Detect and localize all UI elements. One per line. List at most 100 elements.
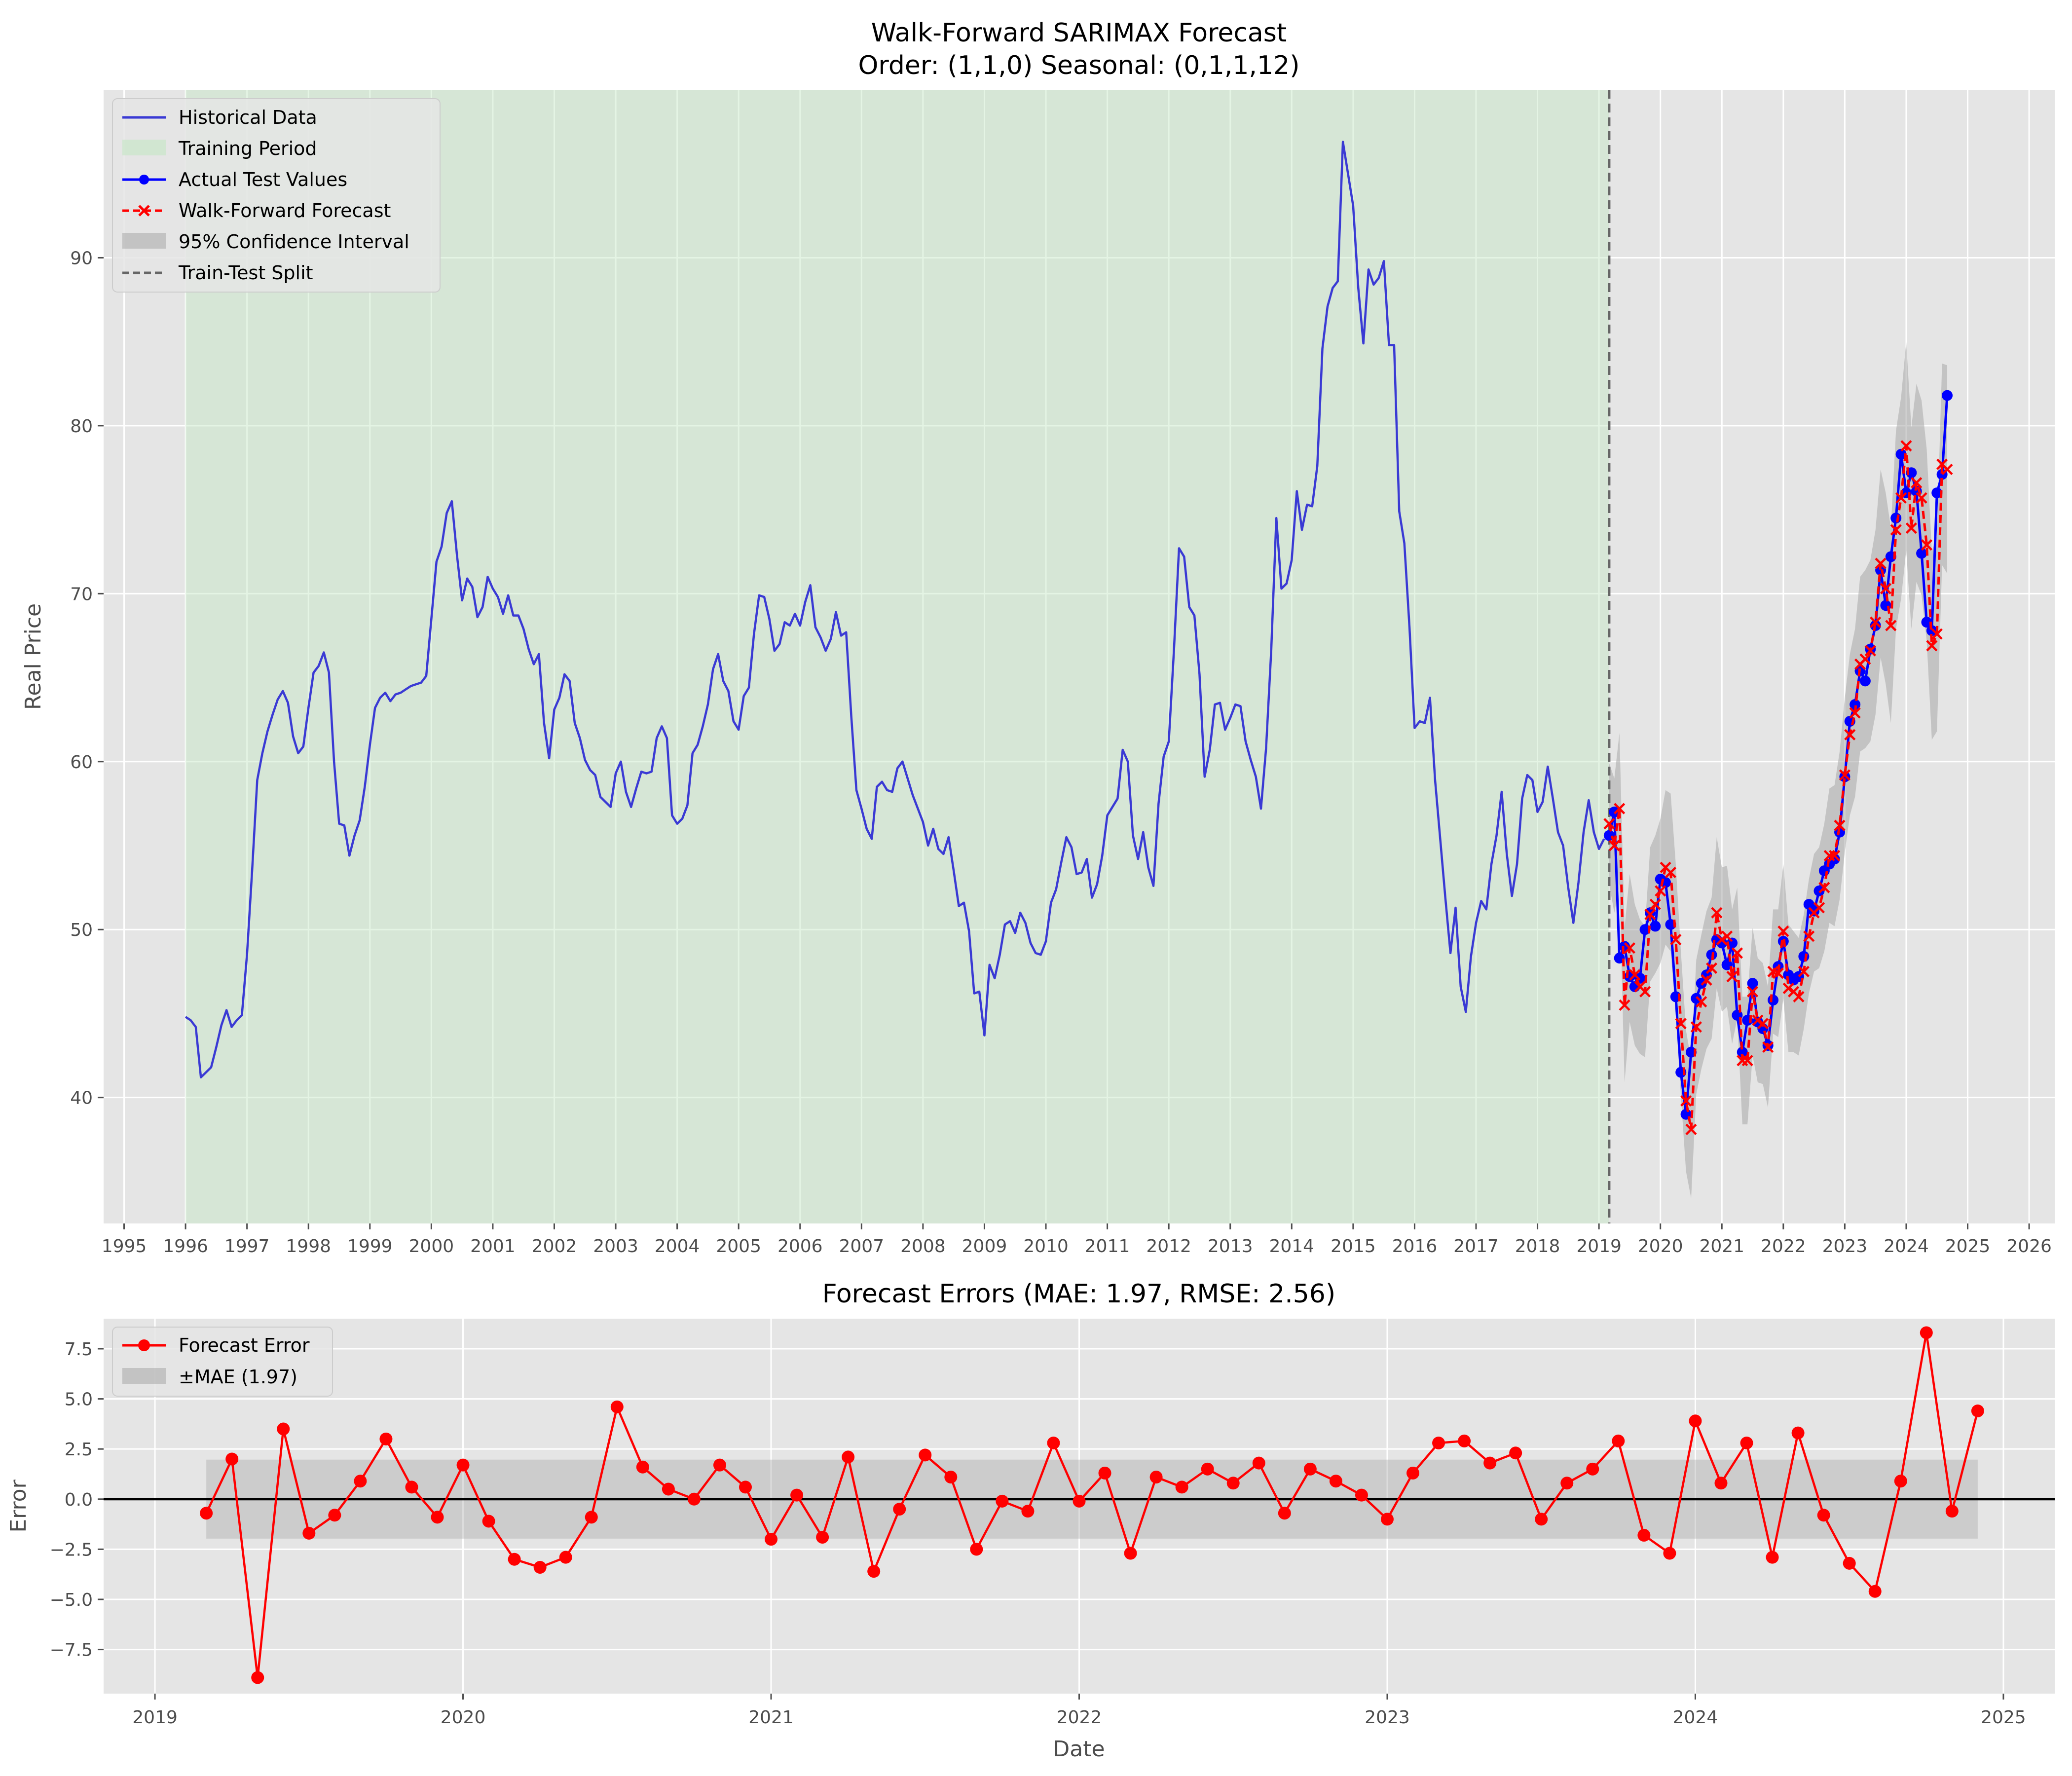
error-point — [1458, 1434, 1471, 1447]
error-x-tick-labels: 2019 2020 2021 2022 2023 2024 2025 — [132, 1694, 2026, 1728]
error-point — [662, 1482, 675, 1496]
actual-point — [1706, 949, 1717, 961]
error-point — [1329, 1475, 1342, 1488]
actual-point — [1921, 617, 1932, 628]
y-tick-label: 7.5 — [65, 1339, 93, 1360]
error-point — [328, 1509, 341, 1522]
forecast-point — [1875, 557, 1887, 569]
forecast-point — [1701, 974, 1712, 986]
x-tick-label-2010: 2010 — [1023, 1236, 1069, 1257]
error-point — [1432, 1436, 1445, 1449]
x-tick-label-2023: 2023 — [1822, 1236, 1868, 1257]
error-point — [687, 1492, 701, 1506]
x-tick-label-2019: 2019 — [132, 1707, 178, 1728]
error-point — [405, 1480, 418, 1494]
forecast-point — [1798, 965, 1810, 977]
forecast-point — [1890, 524, 1902, 536]
error-point — [842, 1450, 855, 1464]
actual-point — [1890, 513, 1902, 524]
x-tick-label-2020: 2020 — [441, 1707, 486, 1728]
x-tick-label-2025: 2025 — [1945, 1236, 1991, 1257]
forecast-point — [1777, 925, 1789, 937]
error-point — [354, 1475, 367, 1488]
error-point — [1124, 1547, 1137, 1560]
error-x-axis-label: Date — [1053, 1737, 1105, 1762]
forecast-point — [1793, 991, 1805, 1002]
forecast-point — [1864, 645, 1876, 657]
error-point — [1791, 1426, 1805, 1440]
forecast-y-axis-label: Real Price — [21, 603, 46, 710]
error-point — [1920, 1326, 1933, 1339]
error-point — [1278, 1507, 1291, 1520]
forecast-point — [1731, 947, 1743, 959]
legend-actual-marker — [139, 175, 149, 185]
x-tick-label-2024: 2024 — [1673, 1707, 1718, 1728]
forecast-point — [1711, 907, 1723, 919]
x-tick-label-2008: 2008 — [900, 1236, 946, 1257]
actual-point — [1691, 993, 1702, 1004]
actual-point — [1839, 771, 1850, 782]
error-point — [225, 1452, 239, 1466]
legend-split-label: Train-Test Split — [178, 262, 313, 284]
error-point — [1740, 1436, 1753, 1449]
forecast-point — [1757, 1018, 1769, 1030]
forecast-point — [1931, 628, 1943, 640]
error-point — [1689, 1414, 1702, 1428]
x-tick-label-2001: 2001 — [470, 1236, 516, 1257]
forecast-point — [1680, 1095, 1692, 1107]
error-point — [1612, 1434, 1625, 1447]
error-point — [1509, 1446, 1522, 1460]
legend-forecast-label: Walk-Forward Forecast — [179, 200, 391, 222]
x-tick-label-2005: 2005 — [716, 1236, 761, 1257]
forecast-series — [1603, 440, 1953, 1135]
x-tick-label-2024: 2024 — [1884, 1236, 1929, 1257]
error-point — [1201, 1462, 1214, 1476]
error-point — [893, 1503, 906, 1516]
forecast-point — [1895, 492, 1907, 504]
x-tick-label-2009: 2009 — [962, 1236, 1007, 1257]
legend-mae-label: ±MAE (1.97) — [179, 1366, 297, 1388]
actual-point — [1737, 1046, 1748, 1058]
error-point — [970, 1543, 983, 1556]
forecast-point — [1926, 640, 1938, 652]
error-point — [1073, 1494, 1086, 1508]
error-point — [1663, 1547, 1676, 1560]
error-point — [1021, 1505, 1035, 1518]
error-point — [1535, 1513, 1548, 1526]
x-tick-label-2021: 2021 — [1699, 1236, 1744, 1257]
x-tick-label-2011: 2011 — [1085, 1236, 1130, 1257]
error-point — [1843, 1556, 1856, 1570]
legend-ci-label: 95% Confidence Interval — [179, 231, 409, 253]
error-series — [200, 1326, 1984, 1684]
forecast-point — [1665, 866, 1677, 879]
x-tick-label-2020: 2020 — [1638, 1236, 1683, 1257]
x-tick-label-2002: 2002 — [532, 1236, 577, 1257]
x-tick-label-2013: 2013 — [1208, 1236, 1253, 1257]
error-point — [636, 1460, 649, 1474]
x-tick-label-1996: 1996 — [163, 1236, 208, 1257]
historical-series — [185, 141, 1605, 1079]
forecast-point — [1916, 492, 1927, 504]
forecast-point — [1721, 930, 1733, 942]
error-legend-box — [112, 1327, 333, 1397]
forecast-point — [1619, 999, 1630, 1011]
actual-point — [1813, 885, 1825, 896]
historical-line — [185, 141, 1605, 1079]
actual-point — [1716, 937, 1728, 949]
forecast-point — [1603, 818, 1615, 830]
actual-point — [1798, 951, 1810, 962]
forecast-point — [1885, 620, 1897, 631]
error-point — [431, 1511, 444, 1524]
x-tick-label-2021: 2021 — [748, 1707, 794, 1728]
x-tick-label-2025: 2025 — [1981, 1707, 2026, 1728]
y-tick-label-60: 60 — [70, 752, 93, 773]
y-tick-label: 5.0 — [65, 1390, 93, 1410]
error-point — [1406, 1466, 1420, 1480]
forecast-point — [1905, 522, 1917, 534]
forecast-point — [1675, 1018, 1687, 1030]
error-point — [1047, 1436, 1060, 1449]
forecast-point — [1849, 707, 1861, 719]
y-tick-label: 2.5 — [65, 1440, 93, 1460]
legend-training-swatch — [122, 140, 166, 155]
forecast-point — [1941, 463, 1953, 475]
